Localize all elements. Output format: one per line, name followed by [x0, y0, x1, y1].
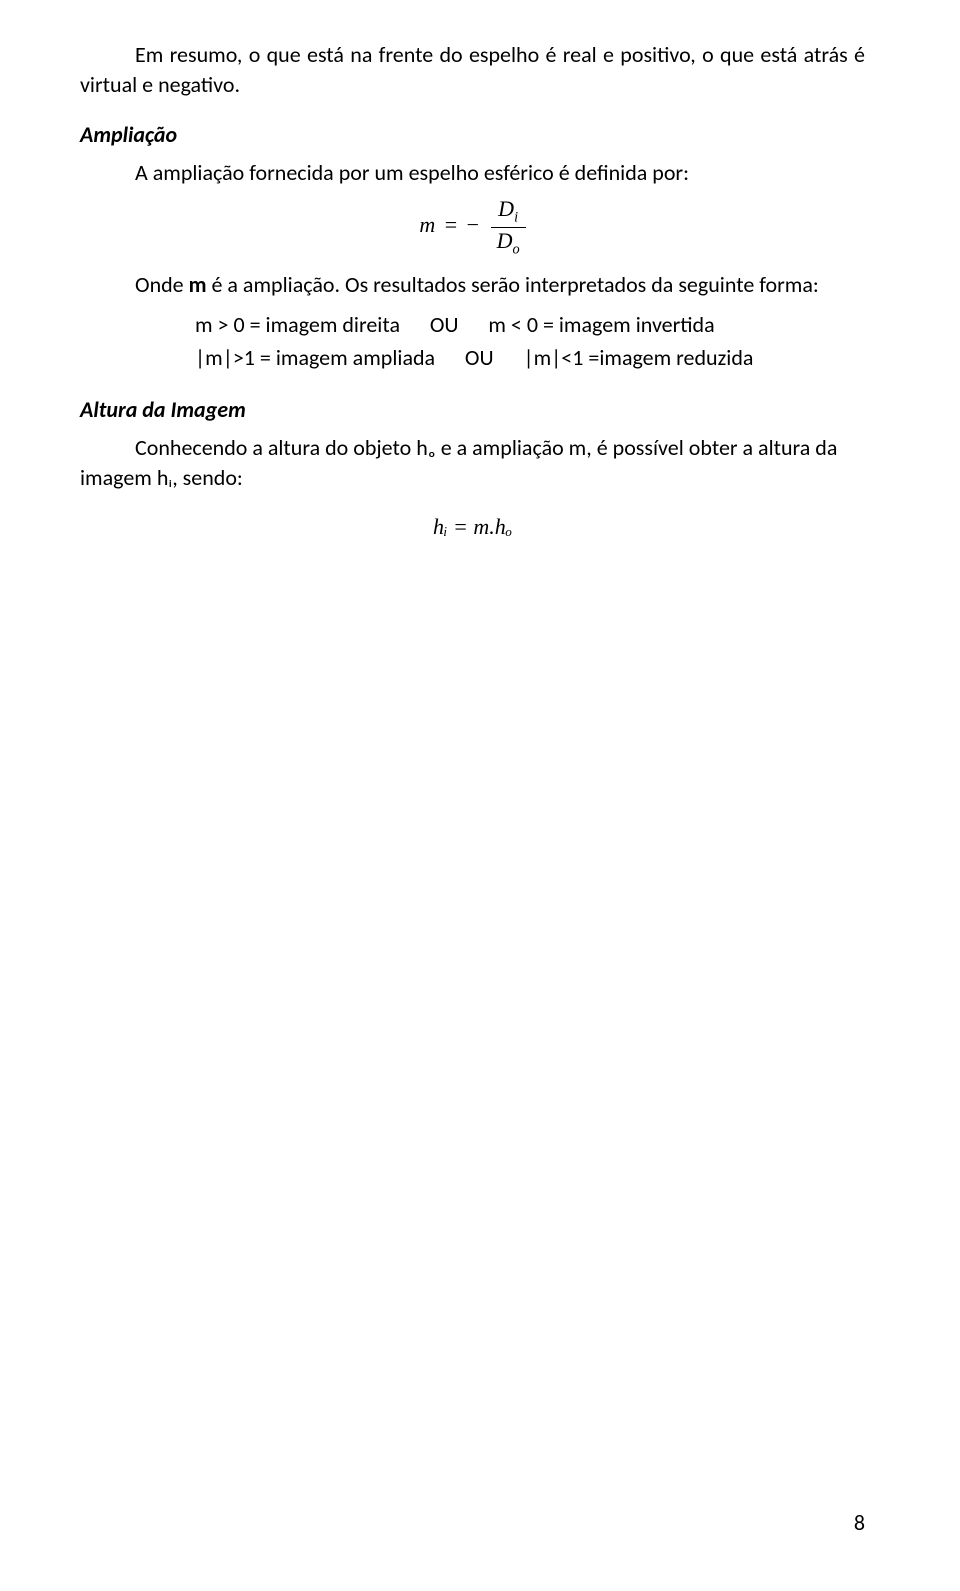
formula-equals: =: [445, 212, 457, 237]
rule-1: m > 0 = imagem direita OU m < 0 = imagem…: [195, 308, 865, 341]
num-symbol: D: [498, 196, 514, 221]
ampliacao-line1: A ampliação fornecida por um espelho esf…: [80, 158, 865, 188]
line2-pre: Onde: [135, 271, 189, 298]
ampliacao-line2: Onde m é a ampliação. Os resultados serã…: [80, 270, 865, 300]
formula-numerator: Di: [491, 196, 526, 228]
line2-post: é a ampliação. Os resultados serão inter…: [207, 271, 819, 298]
formula-denominator: Do: [491, 228, 526, 259]
intro-paragraph: Em resumo, o que está na frente do espel…: [80, 40, 865, 99]
formula-fraction: Di Do: [491, 196, 526, 258]
line2-bold: m: [189, 271, 207, 298]
den-symbol: D: [497, 228, 513, 253]
rule-2: |m|>1 = imagem ampliada OU |m|<1 =imagem…: [195, 341, 865, 374]
ampliacao-formula: m = − Di Do: [80, 196, 865, 258]
interpretation-rules: m > 0 = imagem direita OU m < 0 = imagem…: [80, 308, 865, 374]
page-number: 8: [854, 1509, 865, 1536]
altura-line1: Conhecendo a altura do objeto hₒ e a amp…: [80, 433, 865, 492]
section-heading-ampliacao: Ampliação: [80, 121, 865, 148]
document-page: Em resumo, o que está na frente do espel…: [0, 0, 960, 1591]
num-subscript: i: [514, 209, 518, 225]
section-heading-altura: Altura da Imagem: [80, 396, 865, 423]
den-subscript: o: [512, 241, 519, 257]
formula-lhs: m: [419, 212, 435, 237]
altura-formula-text: hᵢ = m.hₒ: [433, 514, 512, 539]
altura-formula: hᵢ = m.hₒ: [80, 514, 865, 540]
formula-neg: −: [467, 212, 479, 237]
